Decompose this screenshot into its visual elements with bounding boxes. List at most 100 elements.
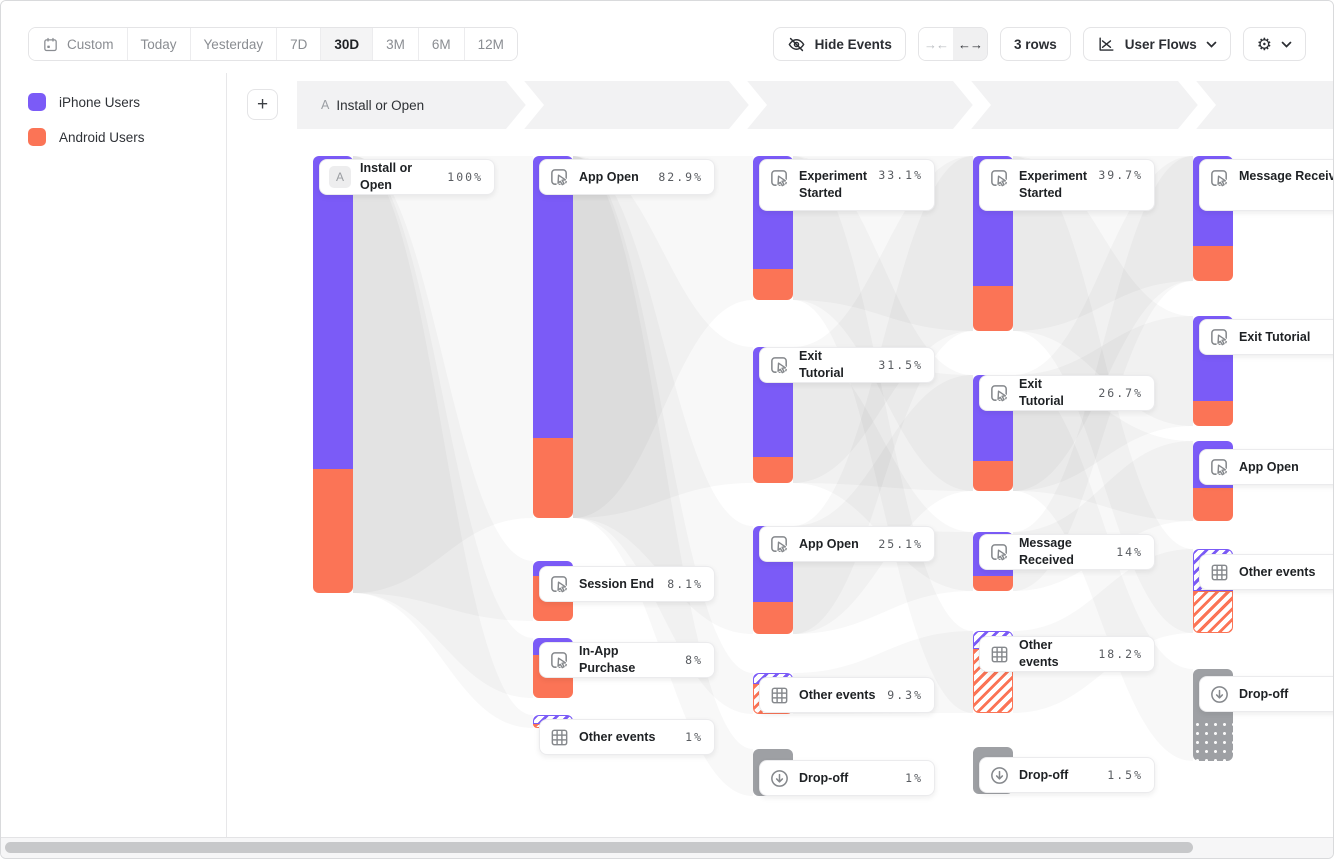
date-range-label: 12M [477,36,504,52]
flow-node-label: Experiment Started [799,169,868,200]
flow-node-message-received[interactable]: Message Received 14% [979,534,1155,570]
eye-off-icon [787,35,806,54]
date-range-yesterday[interactable]: Yesterday [190,28,278,60]
legend-item-iphone-users[interactable]: iPhone Users [28,93,145,111]
flow-node-drop-off[interactable]: Drop-off 1% [759,760,935,796]
flow-node-in-app-purchase[interactable]: In-App Purchase 8% [539,642,715,678]
flow-node-label: In-App Purchase [579,644,636,675]
date-range-30d[interactable]: 30D [321,28,374,60]
horizontal-scrollbar-thumb[interactable] [5,842,1193,853]
date-range-custom[interactable]: Custom [29,28,128,60]
flow-node-label: Other events [579,729,656,744]
flow-bar-android [753,457,793,483]
event-cursor-icon [1209,457,1230,478]
collapse-expand-toggle: →← ←→ [917,27,988,61]
horizontal-scrollbar [1,837,1333,858]
grid-events-icon [989,644,1010,665]
chevron-down-icon [1206,41,1217,48]
date-range-6m[interactable]: 6M [418,28,465,60]
date-range-7d[interactable]: 7D [277,28,322,60]
flow-node-percentage: 26.7% [1098,386,1143,400]
user-flows-chart-icon [1097,35,1116,54]
settings-button[interactable]: ⚙ [1242,27,1306,61]
date-range-label: 3M [386,36,405,52]
flow-bar-android [313,469,353,593]
flow-node-label: Drop-off [799,770,849,785]
flow-node-percentage: 33.1% [878,168,923,182]
flow-node-label: Other events [1019,638,1059,669]
view-type-dropdown[interactable]: User Flows [1082,27,1231,61]
flow-bar-android [533,438,573,518]
flow-node-other-events[interactable]: Other events 1% [539,719,715,755]
step-header-band: A Install or Open [297,81,1333,129]
flow-node-percentage: 100% [447,170,483,184]
flow-node-label: Exit Tutorial [1239,329,1311,344]
date-range-12m[interactable]: 12M [464,28,517,60]
legend-item-android-users[interactable]: Android Users [28,128,145,146]
date-range-3m[interactable]: 3M [373,28,419,60]
flow-bar-android [1193,488,1233,521]
legend-swatch [28,128,46,146]
flow-node-label: Exit Tutorial [799,349,844,380]
flow-node-exit-tutorial[interactable]: Exit Tutorial 26.7% [979,375,1155,411]
date-range-today[interactable]: Today [127,28,191,60]
flow-node-experiment-started[interactable]: Experiment Started 39.7% [979,159,1155,211]
flow-node-experiment-started[interactable]: Experiment Started 33.1% [759,159,935,211]
flow-node-session-end[interactable]: Session End 8.1% [539,566,715,602]
event-cursor-icon [549,650,570,671]
flow-node-message-received[interactable]: Message Received [1199,159,1333,211]
flow-node-label: Other events [1239,564,1316,579]
event-cursor-icon [769,168,790,189]
step-a-header[interactable]: A Install or Open [321,81,424,129]
flow-bar-android [973,576,1013,591]
date-range-label: 30D [334,36,360,52]
sidebar-divider [226,73,227,839]
event-cursor-icon [769,355,790,376]
event-cursor-icon [1209,168,1230,189]
arrows-outward-icon: ←→ [957,36,983,52]
grid-events-icon [769,685,790,706]
grid-events-icon [1209,562,1230,583]
step-letter-badge: A [329,166,351,188]
flow-node-exit-tutorial[interactable]: Exit Tutorial [1199,319,1333,355]
flow-node-other-events[interactable]: Other events 18.2% [979,636,1155,672]
series-legend: iPhone Users Android Users [28,93,145,163]
flow-node-other-events[interactable]: Other events 9.3% [759,677,935,713]
flow-node-label: Drop-off [1019,767,1069,782]
flow-node-drop-off[interactable]: Drop-off 1.5% [979,757,1155,793]
flow-node-exit-tutorial[interactable]: Exit Tutorial 31.5% [759,347,935,383]
event-cursor-icon [989,383,1010,404]
flow-node-app-open[interactable]: App Open 82.9% [539,159,715,195]
flow-node-app-open[interactable]: App Open 25.1% [759,526,935,562]
flow-node-drop-off[interactable]: Drop-off [1199,676,1333,712]
step-letter: A [321,98,330,112]
event-cursor-icon [549,167,570,188]
flow-node-app-open[interactable]: App Open [1199,449,1333,485]
event-cursor-icon [1209,327,1230,348]
rows-count-button[interactable]: 3 rows [999,27,1071,61]
flow-node-label: Other events [799,687,876,702]
hide-events-button[interactable]: Hide Events [772,27,906,61]
calendar-icon [42,36,59,53]
grid-events-icon [549,727,570,748]
dropoff-arrow-icon [989,765,1010,786]
dropoff-arrow-icon [1209,684,1230,705]
event-cursor-icon [989,168,1010,189]
date-range-label: Yesterday [203,36,264,52]
arrows-inward-icon: →← [923,36,949,52]
flow-node-other-events[interactable]: Other events [1199,554,1333,590]
expand-columns-button[interactable]: ←→ [952,28,987,60]
flow-bar-android [753,269,793,300]
dropoff-arrow-icon [769,768,790,789]
dropoff-fade-dots [1193,719,1233,761]
date-range-label: 6M [431,36,451,52]
rows-count-label: 3 rows [1013,36,1057,52]
legend-swatch [28,93,46,111]
collapse-columns-button[interactable]: →← [918,28,953,60]
flow-node-label: App Open [799,536,859,551]
event-cursor-icon [769,534,790,555]
date-range-label: Custom [67,36,114,52]
flow-node-install-or-open[interactable]: A Install or Open 100% [319,159,495,195]
add-step-button[interactable]: + [247,89,278,120]
